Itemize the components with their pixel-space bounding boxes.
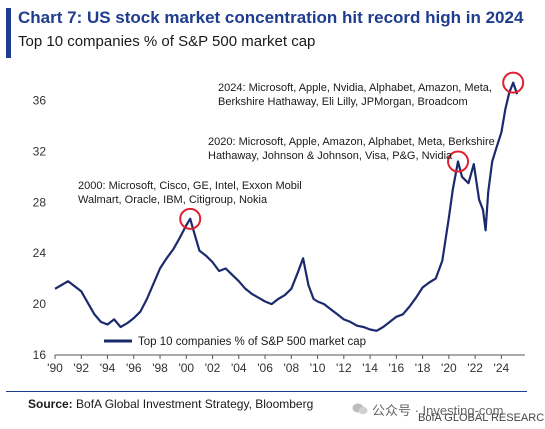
brand-mark: BofA GLOBAL RESEARCH [418, 412, 545, 424]
y-tick-label: 32 [33, 144, 47, 158]
x-tick-label: '22 [467, 361, 483, 375]
annotation-label: Hathaway, Johnson & Johnson, Visa, P&G, … [208, 150, 453, 162]
annotation-label: 2020: Microsoft, Apple, Amazon, Alphabet… [208, 136, 495, 148]
series-line [54, 81, 519, 332]
y-axis: 16 20 24 28 32 36 [33, 93, 47, 362]
series-layer [54, 81, 519, 332]
highlight-circle [179, 207, 202, 230]
x-tick-label: '92 [73, 361, 89, 375]
y-tick-label: 28 [33, 195, 47, 209]
x-tick-label: '10 [310, 361, 326, 375]
annotation-label: 2000: Microsoft, Cisco, GE, Intel, Exxon… [78, 180, 302, 192]
annotation-label: Berkshire Hathaway, Eli Lilly, JPMorgan,… [218, 96, 468, 108]
x-tick-label: '12 [336, 361, 352, 375]
x-tick-label: '96 [126, 361, 142, 375]
y-tick-label: 24 [33, 246, 47, 260]
footer-divider [6, 391, 527, 392]
x-tick-label: '16 [389, 361, 405, 375]
chart-title: Chart 7: US stock market concentration h… [18, 8, 524, 27]
x-tick-label: '02 [205, 361, 221, 375]
x-axis: '90 '92 '94 '96 '98 '00 '02 '04 '06 '08 '10 '12 '14 '… [47, 354, 525, 375]
wechat-icon [352, 403, 368, 415]
annotation-label: Walmart, Oracle, IBM, Citigroup, Nokia [78, 194, 268, 206]
title-accent-bar [6, 8, 11, 58]
x-tick-label: '90 [47, 361, 63, 375]
chart-subtitle: Top 10 companies % of S&P 500 market cap [18, 33, 316, 50]
line-chart: 16 20 24 28 32 36 '90 '92 '94 '96 '98 '00 '02 '04 '06… [33, 71, 525, 375]
x-tick-label: '24 [494, 361, 510, 375]
y-tick-label: 36 [33, 93, 47, 107]
y-tick-label: 16 [33, 348, 47, 362]
watermark-text: 公众号 · Investing-com [372, 403, 504, 418]
x-tick-label: '06 [257, 361, 273, 375]
source-label: Source: [28, 397, 73, 411]
legend: Top 10 companies % of S&P 500 market cap [104, 336, 366, 348]
annotation-layer: 2000: Microsoft, Cisco, GE, Intel, Exxon… [78, 71, 525, 230]
annotation-label: 2024: Microsoft, Apple, Nvidia, Alphabet… [218, 82, 492, 94]
x-tick-label: '98 [152, 361, 168, 375]
x-tick-label: '04 [231, 361, 247, 375]
source-note: Source: BofA Global Investment Strategy,… [28, 397, 313, 411]
x-tick-label: '00 [178, 361, 194, 375]
x-tick-label: '20 [441, 361, 457, 375]
y-tick-label: 20 [33, 297, 47, 311]
source-text: BofA Global Investment Strategy, Bloombe… [76, 397, 314, 411]
legend-entry: Top 10 companies % of S&P 500 market cap [138, 336, 366, 348]
highlight-circle [447, 150, 470, 173]
x-tick-label: '94 [100, 361, 116, 375]
x-tick-label: '18 [415, 361, 431, 375]
highlight-circle [502, 71, 525, 94]
x-tick-label: '08 [283, 361, 299, 375]
x-tick-label: '14 [362, 361, 378, 375]
